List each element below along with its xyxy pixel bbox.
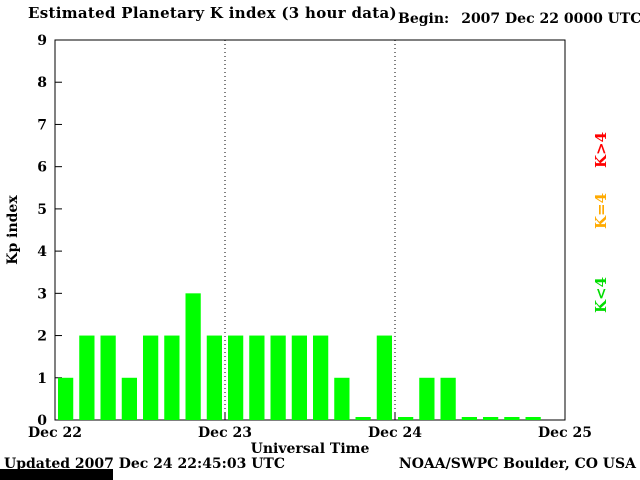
page-title: Estimated Planetary K index (3 hour data… [28, 4, 397, 22]
kp-bar [461, 417, 477, 420]
kp-bar [525, 417, 541, 420]
y-tick-label: 9 [37, 33, 47, 49]
kp-bar [291, 335, 307, 420]
kp-bar [185, 293, 201, 420]
begin-label: Begin: [398, 11, 450, 27]
y-tick-label: 3 [37, 286, 47, 302]
corner-block [0, 469, 113, 480]
y-tick-label: 8 [37, 75, 47, 91]
kp-bar [355, 417, 371, 420]
x-axis-title: Universal Time [251, 441, 370, 457]
kp-bar [398, 417, 414, 420]
legend-k-eq-4: K=4 [592, 192, 610, 230]
begin-value: 2007 Dec 22 0000 UTC [461, 11, 640, 27]
kp-bar [334, 377, 350, 420]
x-tick-label: Dec 24 [368, 425, 422, 441]
kp-bar [121, 377, 137, 420]
legend-k-lt-4: K<4 [592, 276, 610, 314]
y-tick-label: 6 [37, 160, 47, 176]
kp-bar [440, 377, 456, 420]
kp-bar [376, 335, 392, 420]
kp-bar [58, 377, 74, 420]
source-attribution: NOAA/SWPC Boulder, CO USA [398, 456, 636, 472]
begin-time: Begin: 2007 Dec 22 0000 UTC [398, 11, 640, 27]
kp-bar [79, 335, 95, 420]
kp-bar [206, 335, 222, 420]
kp-bar [504, 417, 520, 420]
y-tick-label: 2 [37, 329, 47, 345]
y-tick-label: 4 [37, 244, 47, 260]
y-tick-label: 0 [37, 413, 47, 429]
kp-bar [419, 377, 435, 420]
y-tick-label: 1 [37, 371, 47, 387]
kp-bar [249, 335, 265, 420]
x-tick-label: Dec 23 [198, 425, 252, 441]
kp-bar [483, 417, 499, 420]
plot-frame [54, 39, 566, 421]
y-tick-label: 7 [37, 117, 47, 133]
legend-k-gt-4: K>4 [592, 131, 610, 169]
x-tick-label: Dec 22 [28, 425, 82, 441]
kp-bar [270, 335, 286, 420]
x-tick-label: Dec 25 [538, 425, 592, 441]
kp-bar [100, 335, 116, 420]
y-axis-title: Kp index [5, 195, 21, 265]
kp-bar [228, 335, 244, 420]
kp-bar [313, 335, 329, 420]
kp-bar [164, 335, 180, 420]
updated-timestamp: Updated 2007 Dec 24 22:45:03 UTC [4, 456, 285, 472]
y-tick-label: 5 [37, 202, 47, 218]
kp-bar [143, 335, 159, 420]
